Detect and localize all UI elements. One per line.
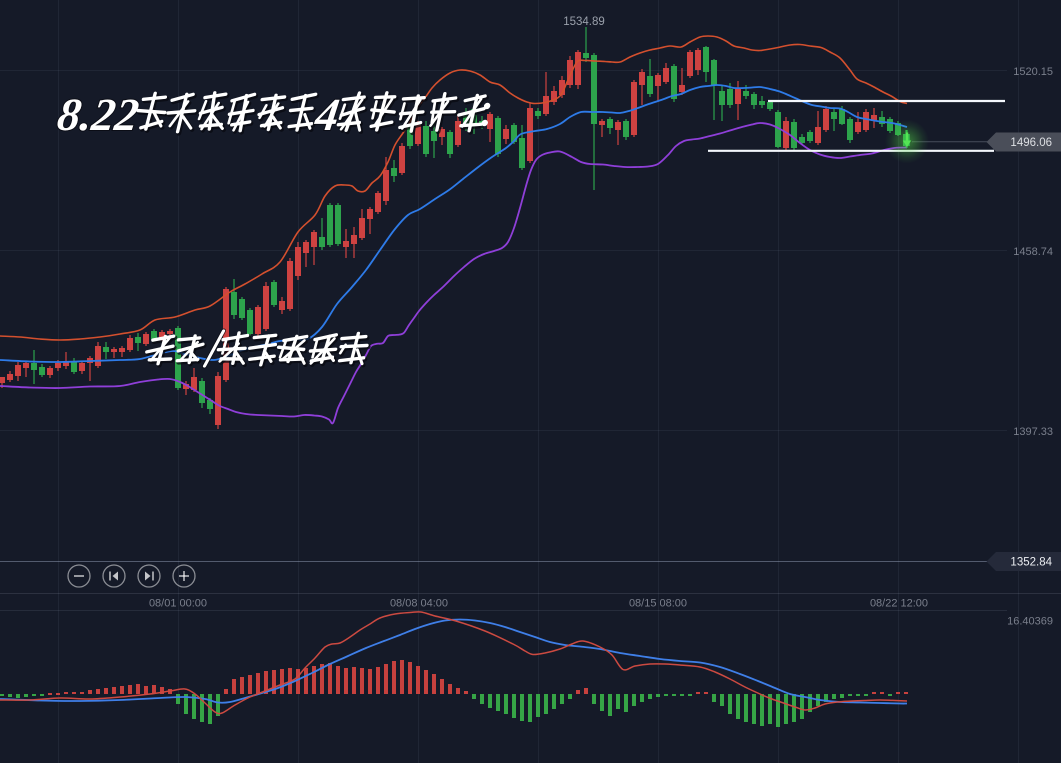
svg-text:1458.74: 1458.74 — [1013, 246, 1053, 258]
svg-text:08/15 08:00: 08/15 08:00 — [629, 598, 687, 610]
svg-text:1520.15: 1520.15 — [1013, 66, 1053, 78]
svg-text:4: 4 — [311, 89, 342, 140]
svg-text:08/01 00:00: 08/01 00:00 — [149, 598, 207, 610]
svg-text:1352.84: 1352.84 — [1010, 557, 1052, 569]
svg-text:1496.06: 1496.06 — [1010, 137, 1052, 149]
svg-text:8.22: 8.22 — [54, 89, 142, 140]
svg-text:1534.89: 1534.89 — [563, 16, 605, 28]
svg-text:08/22 12:00: 08/22 12:00 — [870, 598, 928, 610]
svg-text:16.40369: 16.40369 — [1007, 616, 1053, 628]
svg-text:1397.33: 1397.33 — [1013, 426, 1053, 438]
svg-text:08/08 04:00: 08/08 04:00 — [390, 598, 448, 610]
